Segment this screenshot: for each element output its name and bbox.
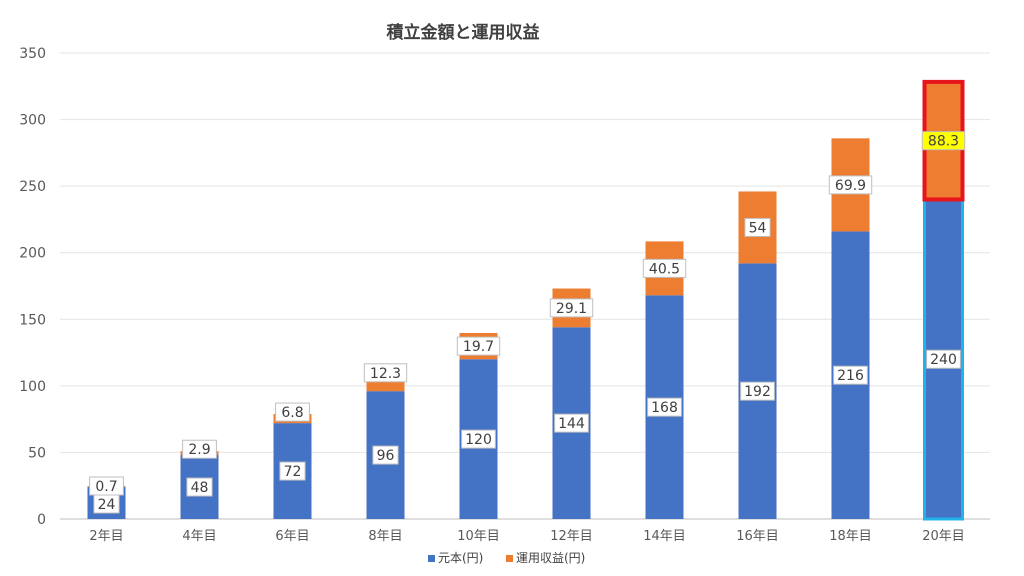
data-label-principal-box bbox=[647, 397, 682, 417]
data-label-return-box bbox=[744, 217, 771, 237]
data-label-return: 0.7 bbox=[95, 479, 117, 495]
data-label-return-group: 88.3 bbox=[921, 131, 966, 151]
data-label-return-group: 29.1 bbox=[549, 298, 594, 318]
data-label-principal: 192 bbox=[744, 384, 771, 400]
data-label-return-box bbox=[921, 131, 966, 151]
data-label-return-group: 69.9 bbox=[828, 175, 873, 195]
data-label-principal-box bbox=[554, 413, 589, 433]
data-label-return-group: 40.5 bbox=[642, 258, 687, 278]
data-label-return: 69.9 bbox=[835, 178, 866, 194]
data-label-principal-group: 24 bbox=[93, 494, 120, 514]
y-tick-label: 200 bbox=[19, 246, 46, 262]
data-label-return: 54 bbox=[749, 220, 767, 236]
y-axis: 0 50 100 150 200 250 300 350 bbox=[19, 46, 46, 528]
data-label-return-group: 6.8 bbox=[275, 402, 310, 422]
data-label-return: 29.1 bbox=[556, 301, 587, 317]
data-label-principal-group: 120 bbox=[461, 429, 496, 449]
data-label-principal-group: 96 bbox=[372, 445, 399, 465]
data-label-principal-box bbox=[461, 429, 496, 449]
data-label-return-box bbox=[456, 336, 501, 356]
legend: 元本(円) 運用収益(円) bbox=[428, 551, 585, 565]
data-label-return-group: 12.3 bbox=[363, 363, 408, 383]
data-label-principal: 24 bbox=[98, 497, 116, 513]
data-label-principal-box bbox=[279, 461, 306, 481]
data-label-principal-group: 240 bbox=[926, 349, 961, 369]
data-label-return-box bbox=[363, 363, 408, 383]
data-label-principal: 168 bbox=[651, 400, 678, 416]
y-tick-label: 50 bbox=[28, 445, 46, 461]
data-label-return: 2.9 bbox=[188, 442, 210, 458]
data-label-return-group: 54 bbox=[744, 217, 771, 237]
y-tick-label: 150 bbox=[19, 312, 46, 328]
data-label-return: 40.5 bbox=[649, 261, 680, 277]
y-tick-label: 100 bbox=[19, 379, 46, 395]
data-label-return-box bbox=[828, 175, 873, 195]
data-label-return: 12.3 bbox=[370, 366, 401, 382]
data-label-return: 6.8 bbox=[281, 405, 303, 421]
data-label-principal: 240 bbox=[930, 352, 957, 368]
data-label-principal-box bbox=[186, 477, 213, 497]
x-tick-label: 8年目 bbox=[368, 529, 402, 544]
data-label-principal-box bbox=[833, 365, 868, 385]
data-label-return-group: 19.7 bbox=[456, 336, 501, 356]
x-tick-label: 16年目 bbox=[736, 529, 779, 544]
x-tick-label: 14年目 bbox=[643, 529, 686, 544]
data-label-principal-group: 216 bbox=[833, 365, 868, 385]
data-label-principal-box bbox=[372, 445, 399, 465]
bars bbox=[87, 79, 965, 521]
legend-entry-return: 運用収益(円) bbox=[516, 551, 585, 565]
data-label-return-group: 2.9 bbox=[182, 439, 217, 459]
x-tick-label: 18年目 bbox=[829, 529, 872, 544]
x-tick-label: 6年目 bbox=[275, 529, 309, 544]
y-tick-label: 0 bbox=[37, 512, 46, 528]
chart-title: 積立金額と運用収益 bbox=[387, 22, 540, 43]
x-tick-label: 12年目 bbox=[550, 529, 593, 544]
data-label-principal-box bbox=[740, 381, 775, 401]
data-label-principal-group: 168 bbox=[647, 397, 682, 417]
y-tick-label: 250 bbox=[19, 179, 46, 195]
legend-swatch-return bbox=[506, 555, 513, 562]
x-axis: 2年目 4年目 6年目 8年目 10年目 12年目 14年目 16年目 18年目 20年目 bbox=[89, 529, 964, 544]
data-label-return-box bbox=[182, 439, 217, 459]
data-label-return: 88.3 bbox=[928, 134, 959, 150]
data-label-principal-box bbox=[926, 349, 961, 369]
data-label-principal-group: 48 bbox=[186, 477, 213, 497]
data-label-return-box bbox=[642, 258, 687, 278]
legend-entry-principal: 元本(円) bbox=[438, 551, 483, 565]
x-tick-label: 20年目 bbox=[922, 529, 965, 544]
x-tick-label: 10年目 bbox=[457, 529, 500, 544]
x-tick-label: 4年目 bbox=[182, 529, 216, 544]
data-label-return-group: 0.7 bbox=[89, 476, 124, 496]
x-tick-label: 2年目 bbox=[89, 529, 123, 544]
data-label-principal: 120 bbox=[465, 432, 492, 448]
data-label-principal-group: 192 bbox=[740, 381, 775, 401]
data-label-principal: 216 bbox=[837, 368, 864, 384]
data-label-return-box bbox=[549, 298, 594, 318]
y-tick-label: 350 bbox=[19, 46, 46, 62]
data-label-principal-group: 144 bbox=[554, 413, 589, 433]
data-label-principal: 144 bbox=[558, 416, 585, 432]
legend-swatch-principal bbox=[428, 555, 435, 562]
data-label-principal-group: 72 bbox=[279, 461, 306, 481]
data-label-return: 19.7 bbox=[463, 339, 494, 355]
data-label-principal: 96 bbox=[377, 448, 395, 464]
data-label-return-box bbox=[275, 402, 310, 422]
data-label-principal: 72 bbox=[284, 464, 302, 480]
data-label-principal: 48 bbox=[191, 480, 209, 496]
data-labels: 24 0.7 48 2.9 72 6.8 96 12.3 120 19.7 144 29.1 168 40… bbox=[89, 131, 966, 514]
data-label-return-box bbox=[89, 476, 124, 496]
y-tick-label: 300 bbox=[19, 113, 46, 129]
